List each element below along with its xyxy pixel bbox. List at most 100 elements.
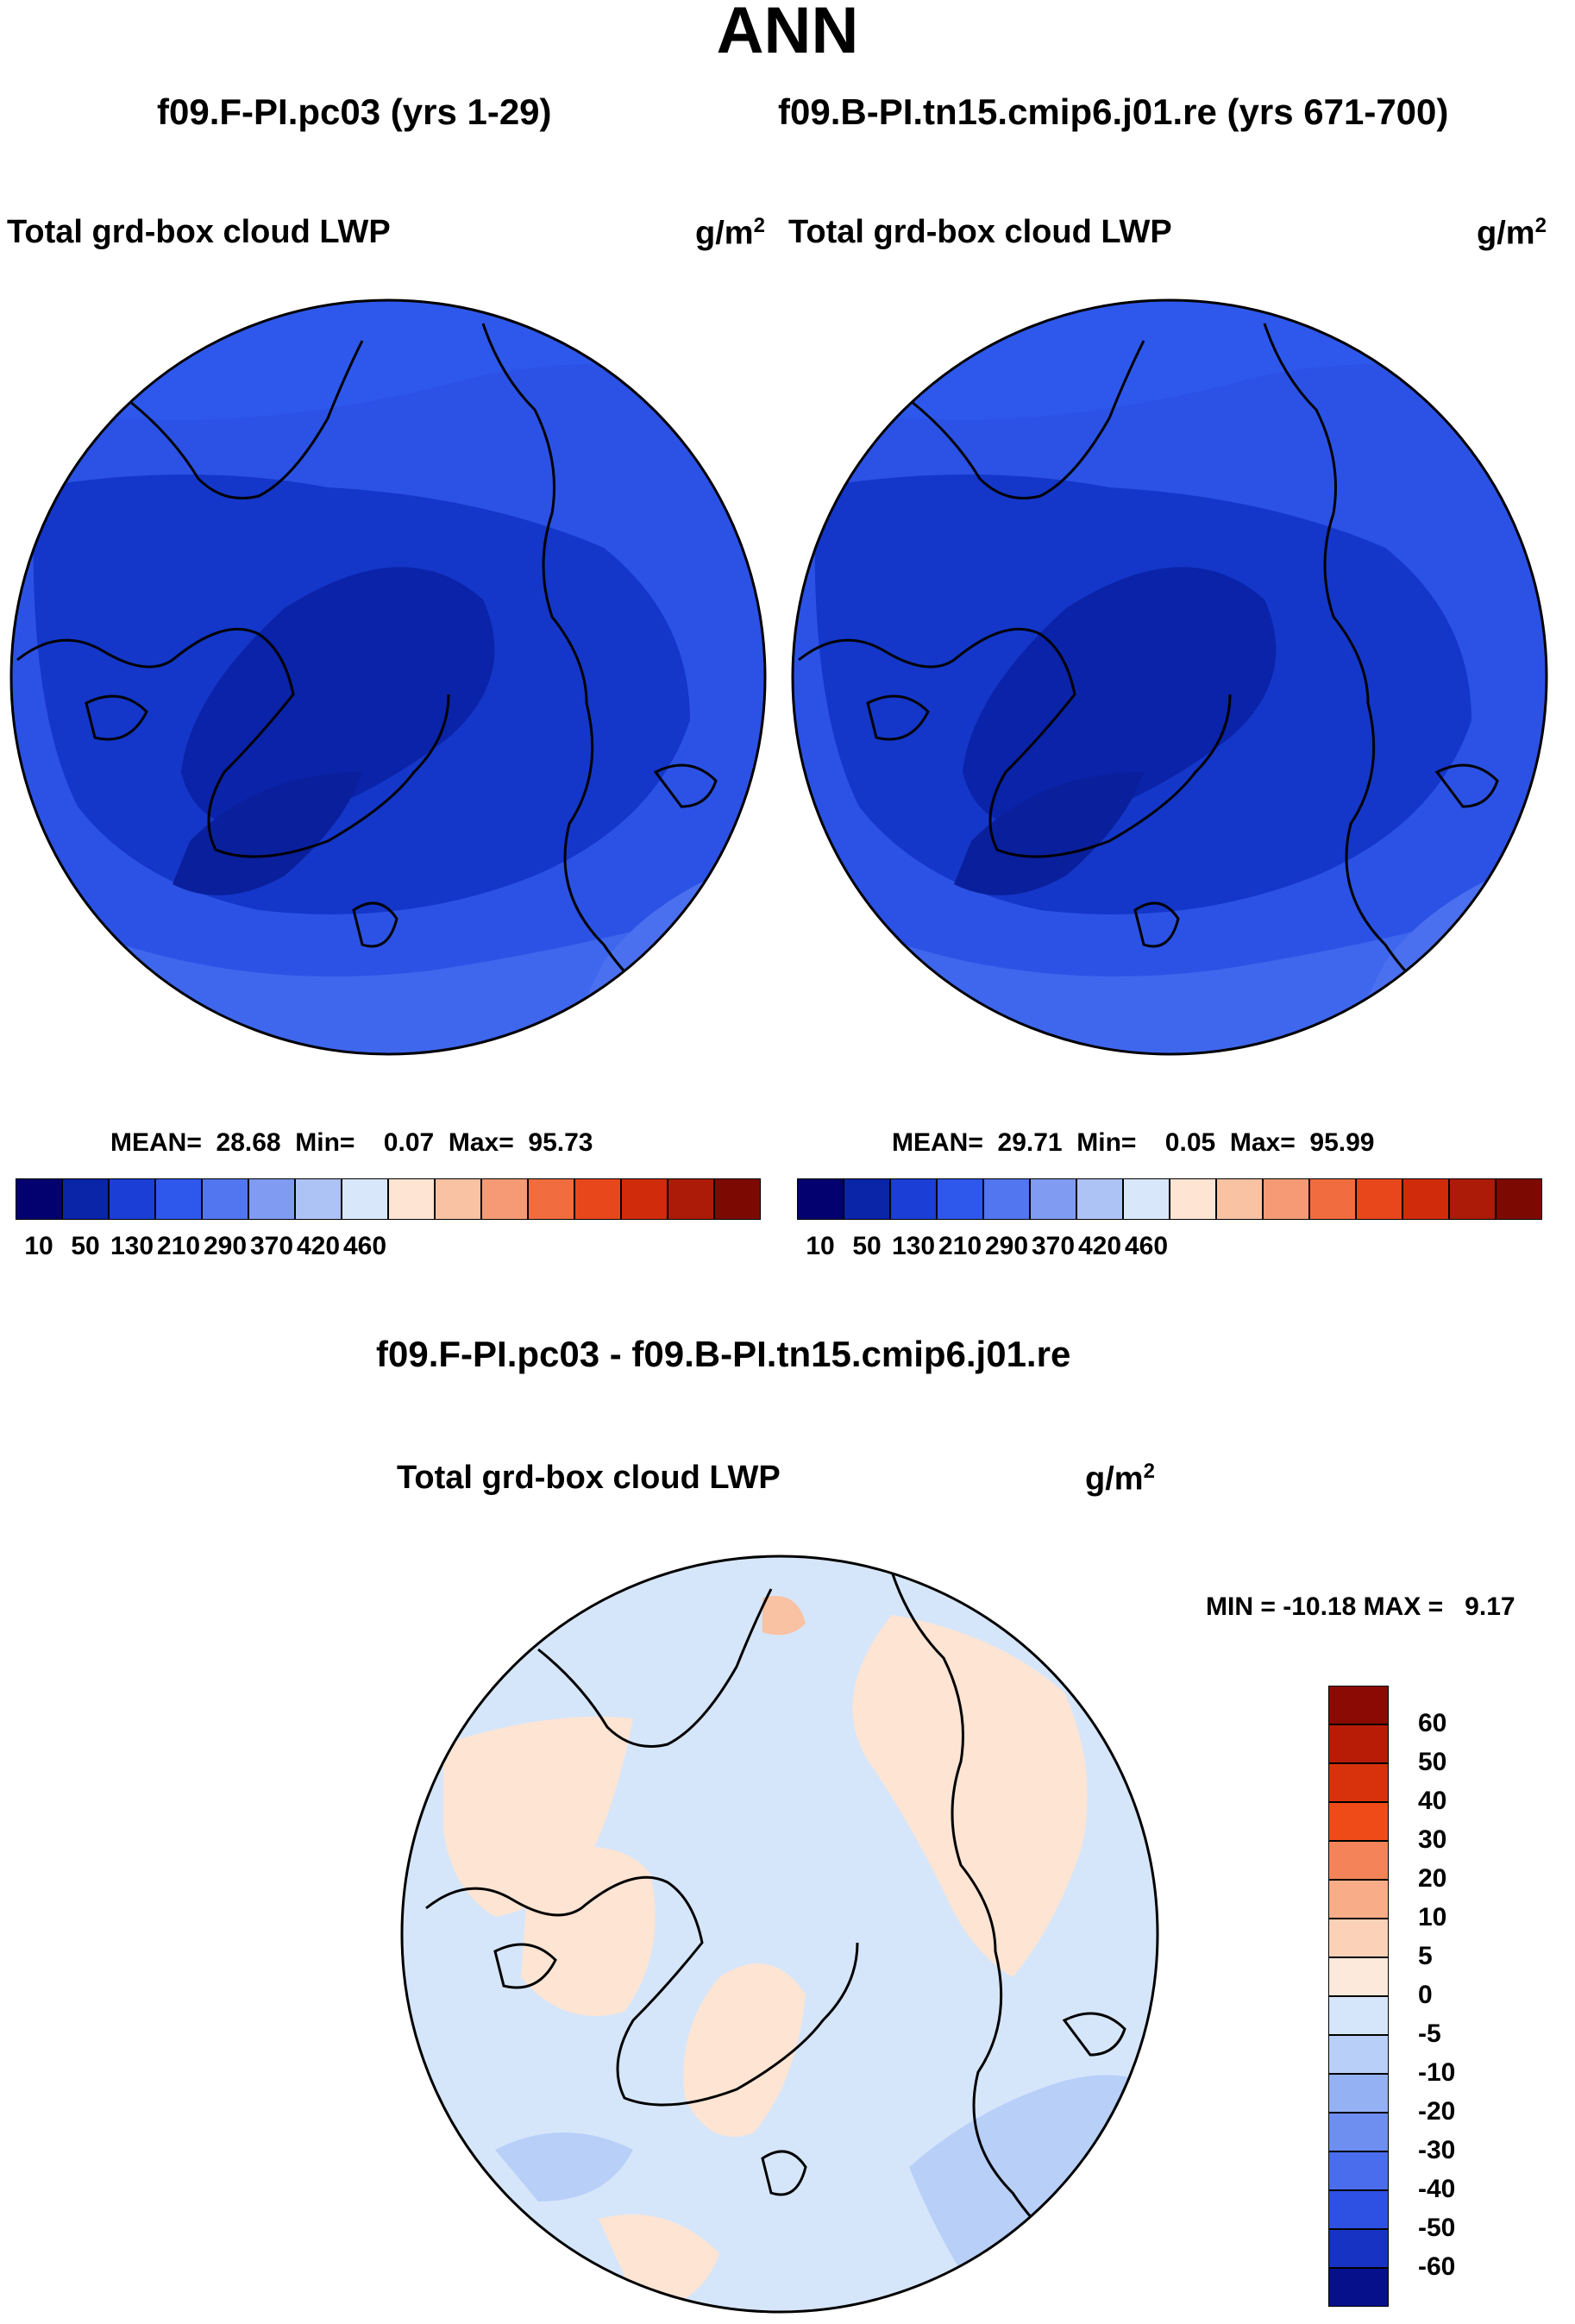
field-band-inner <box>963 567 1277 827</box>
colorbar-swatch <box>341 1178 389 1220</box>
colorbar-swatch <box>154 1178 203 1220</box>
colorbar-tick-label: 420 <box>296 1232 341 1260</box>
colorbar-tick-label: 30 <box>1418 1825 1447 1854</box>
diff-polar-map <box>400 1555 1159 2314</box>
field-negative-labrador <box>495 2132 633 2202</box>
coastlines <box>425 1571 1126 2272</box>
colorbar-swatch <box>1328 1918 1389 1958</box>
right-units-label: g/m2 <box>1477 214 1547 252</box>
colorbar-tick-label: 5 <box>1418 1942 1433 1970</box>
colorbar-swatch <box>1328 1801 1389 1842</box>
colorbar-swatch <box>1328 1762 1389 1803</box>
colorbar-swatch <box>527 1178 575 1220</box>
colorbar-tick-label: 130 <box>891 1232 936 1260</box>
map-border <box>791 298 1548 1056</box>
left-variable-label: Total grd-box cloud LWP <box>7 214 391 250</box>
colorbar-swatch <box>294 1178 342 1220</box>
colorbar-swatch <box>1355 1178 1403 1220</box>
colorbar-swatch <box>1495 1178 1542 1220</box>
diff-colorbar <box>1328 1686 1389 2307</box>
colorbar-tick-label: 50 <box>71 1232 100 1260</box>
colorbar-swatch <box>1328 1840 1389 1881</box>
right-stats: MEAN= 29.71 Min= 0.05 Max= 95.99 <box>892 1128 1375 1157</box>
colorbar-swatch <box>1076 1178 1124 1220</box>
colorbar-swatch <box>434 1178 482 1220</box>
colorbar-swatch <box>108 1178 156 1220</box>
colorbar-swatch <box>1328 1957 1389 1997</box>
colorbar-tick-label: 60 <box>1418 1709 1447 1737</box>
colorbar-tick-label: -60 <box>1418 2252 1456 2281</box>
colorbar-swatch <box>1328 2151 1389 2191</box>
colorbar-swatch <box>201 1178 249 1220</box>
colorbar-swatch <box>936 1178 984 1220</box>
right-colorbar-ticks: 10 50 130 210 290 370 420 460 <box>797 1232 1542 1266</box>
colorbar-swatch <box>1402 1178 1450 1220</box>
colorbar-swatch <box>480 1178 529 1220</box>
colorbar-tick-label: 10 <box>806 1232 835 1260</box>
colorbar-swatch <box>667 1178 715 1220</box>
colorbar-tick-label: 460 <box>1124 1232 1169 1260</box>
coastlines <box>798 323 1499 1024</box>
colorbar-tick-label: 10 <box>1418 1903 1447 1931</box>
colorbar-tick-label: 290 <box>984 1232 1029 1260</box>
colorbar-swatch <box>1262 1178 1310 1220</box>
main-title: ANN <box>716 0 859 67</box>
colorbar-tick-label: 290 <box>203 1232 248 1260</box>
colorbar-swatch <box>1328 1686 1389 1725</box>
colorbar-swatch <box>713 1178 761 1220</box>
colorbar-swatch <box>16 1178 63 1220</box>
colorbar-swatch <box>1328 2189 1389 2230</box>
left-case-title: f09.F-PI.pc03 (yrs 1-29) <box>157 91 552 132</box>
colorbar-swatch <box>982 1178 1031 1220</box>
field-band-inner <box>181 567 495 827</box>
colorbar-tick-label: 40 <box>1418 1787 1447 1815</box>
colorbar-tick-label: 370 <box>1031 1232 1076 1260</box>
colorbar-swatch <box>1328 2228 1389 2269</box>
colorbar-tick-label: 50 <box>1418 1748 1447 1776</box>
right-polar-map <box>791 298 1548 1056</box>
diff-variable-label: Total grd-box cloud LWP <box>397 1460 781 1496</box>
colorbar-swatch <box>61 1178 110 1220</box>
colorbar-swatch <box>1308 1178 1357 1220</box>
colorbar-tick-label: -10 <box>1418 2058 1456 2087</box>
colorbar-tick-label: 0 <box>1418 1981 1433 2009</box>
colorbar-tick-label: -20 <box>1418 2097 1456 2126</box>
colorbar-swatch <box>1029 1178 1077 1220</box>
diff-colorbar-ticks: 60 50 40 30 20 10 5 0 -5 -10 -20 -30 -40 -50 -60 <box>1418 1686 1522 2307</box>
field-positive-europe <box>599 2214 719 2312</box>
field-positive-patch <box>762 1596 806 1636</box>
colorbar-swatch <box>797 1178 844 1220</box>
right-colorbar <box>797 1178 1542 1220</box>
colorbar-tick-label: 50 <box>852 1232 882 1260</box>
colorbar-swatch <box>1328 1995 1389 2036</box>
left-colorbar-ticks: 10 50 130 210 290 370 420 460 <box>16 1232 761 1266</box>
colorbar-swatch <box>843 1178 891 1220</box>
field-positive-archipelago <box>521 1846 656 2016</box>
colorbar-tick-label: 210 <box>156 1232 201 1260</box>
colorbar-tick-label: 460 <box>342 1232 387 1260</box>
colorbar-tick-label: -50 <box>1418 2214 1456 2242</box>
field-greenland <box>173 772 362 895</box>
left-polar-map <box>9 298 767 1056</box>
colorbar-tick-label: -30 <box>1418 2136 1456 2164</box>
coastlines <box>16 323 718 1024</box>
diff-stats: MIN = -10.18 MAX = 9.17 <box>1206 1592 1515 1621</box>
colorbar-tick-label: -5 <box>1418 2019 1441 2048</box>
colorbar-tick-label: 420 <box>1077 1232 1122 1260</box>
colorbar-swatch <box>1448 1178 1497 1220</box>
left-stats: MEAN= 28.68 Min= 0.07 Max= 95.73 <box>110 1128 593 1157</box>
colorbar-swatch <box>1328 1724 1389 1764</box>
diff-title: f09.F-PI.pc03 - f09.B-PI.tn15.cmip6.j01.… <box>376 1334 1071 1374</box>
colorbar-swatch <box>1122 1178 1170 1220</box>
colorbar-swatch <box>248 1178 296 1220</box>
right-case-title: f09.B-PI.tn15.cmip6.j01.re (yrs 671-700) <box>778 91 1449 132</box>
colorbar-swatch <box>387 1178 436 1220</box>
colorbar-tick-label: 370 <box>249 1232 294 1260</box>
field-base <box>402 1556 1158 2312</box>
map-border <box>400 1555 1159 2314</box>
colorbar-tick-label: 210 <box>938 1232 982 1260</box>
colorbar-tick-label: 130 <box>110 1232 154 1260</box>
field-positive-canada <box>443 1717 633 1917</box>
left-units-label: g/m2 <box>695 214 765 252</box>
field-positive-siberia <box>852 1615 1088 1977</box>
